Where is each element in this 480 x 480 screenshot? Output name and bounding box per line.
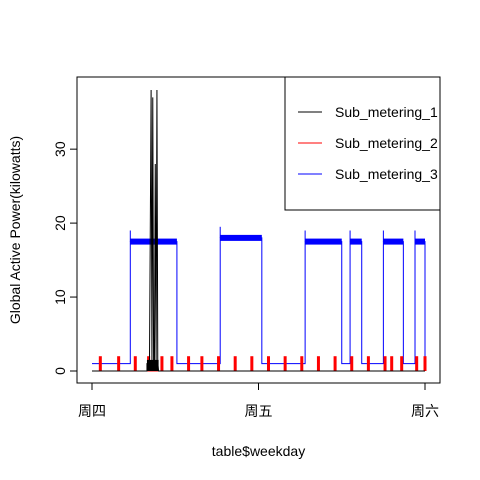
series-sub-metering-2-spike (160, 356, 164, 371)
series-sub-metering-2-spike (350, 356, 354, 371)
series-sub-metering-2-spike (300, 356, 304, 371)
series-sub-metering-2-spike (233, 356, 237, 371)
series-sub-metering-2-spike (170, 356, 174, 371)
series-sub-metering-2-spike (383, 356, 387, 371)
y-tick-label: 10 (52, 289, 68, 305)
legend-label: Sub_metering_1 (335, 104, 438, 120)
series-sub-metering-2-spike (217, 356, 221, 371)
y-axis: 0 10 20 30 (52, 141, 78, 375)
x-axis: 周四 周五 周六 (78, 382, 439, 420)
series-sub-metering-2-spike (366, 356, 370, 371)
legend: Sub_metering_1 Sub_metering_2 Sub_metering… (284, 76, 441, 211)
x-tick-label: 周六 (411, 404, 439, 420)
series-sub-metering-3-line (92, 237, 426, 365)
data-layer (92, 89, 427, 372)
series-sub-metering-2-spike (283, 356, 287, 371)
series-sub-metering-1-block (146, 359, 159, 371)
x-axis-label: table$weekday (212, 443, 305, 459)
x-tick-label: 周四 (78, 404, 106, 420)
series-sub-metering-3-block (383, 238, 404, 245)
series-sub-metering-2-spike (423, 356, 427, 371)
series-sub-metering-2-spike (250, 356, 254, 371)
series-sub-metering-2-spike (390, 356, 394, 371)
series-sub-metering-3-block (350, 238, 362, 245)
x-tick-label: 周五 (245, 404, 273, 420)
series-sub-metering-2-spike (316, 356, 320, 371)
series-sub-metering-2-spike (266, 356, 270, 371)
series-sub-metering-2-spike (400, 356, 404, 371)
series-sub-metering-2-spike (133, 356, 137, 371)
series-sub-metering-3-block (415, 238, 425, 245)
series-sub-metering-3-block (220, 234, 262, 241)
legend-label: Sub_metering_3 (335, 166, 438, 182)
series-sub-metering-2-spike (117, 356, 121, 371)
y-axis-label: Global Active Power(kilowatts) (7, 136, 23, 324)
series-sub-metering-2-spike (415, 356, 419, 371)
legend-label: Sub_metering_2 (335, 135, 438, 151)
series-sub-metering-2-spike (187, 356, 191, 371)
series-sub-metering-2-spike (200, 356, 204, 371)
series-sub-metering-3-block (305, 238, 342, 245)
y-tick-label: 0 (52, 367, 68, 375)
y-tick-label: 20 (52, 215, 68, 231)
series-sub-metering-2-spike (98, 356, 102, 371)
series-sub-metering-2-spike (333, 356, 337, 371)
y-tick-label: 30 (52, 141, 68, 157)
